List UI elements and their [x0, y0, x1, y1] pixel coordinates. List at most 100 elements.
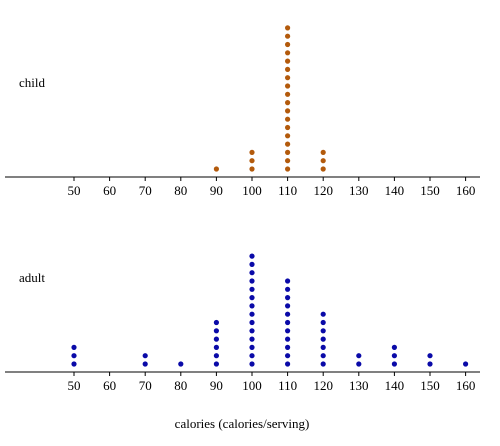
dot-adult-100-12 [249, 270, 255, 276]
dot-adult-120-2 [320, 353, 326, 359]
dot-child-110-9 [285, 100, 291, 106]
dot-adult-130-1 [356, 361, 362, 367]
dot-adult-110-4 [285, 336, 291, 342]
x-tick-label-child-150: 150 [420, 183, 440, 198]
dot-adult-100-2 [249, 353, 255, 359]
dot-adult-100-11 [249, 278, 255, 284]
dot-adult-160-1 [463, 361, 469, 367]
x-tick-label-child-70: 70 [139, 183, 152, 198]
dot-child-110-2 [285, 158, 291, 164]
dot-adult-100-10 [249, 286, 255, 292]
dot-adult-90-3 [213, 344, 219, 350]
x-tick-label-adult-130: 130 [349, 378, 369, 393]
dot-adult-100-1 [249, 361, 255, 367]
dot-adult-110-10 [285, 286, 291, 292]
dot-child-110-6 [285, 124, 291, 131]
dot-adult-100-4 [249, 336, 255, 342]
x-tick-label-adult-80: 80 [174, 378, 187, 393]
dot-child-110-18 [285, 25, 291, 31]
x-tick-label-child-130: 130 [349, 183, 369, 198]
x-tick-label-adult-60: 60 [103, 378, 116, 393]
panel-adult: adult 50 60 70 80 90 100 110 120 130 140 150 160 [5, 253, 480, 393]
dot-child-110-3 [285, 149, 291, 155]
dot-adult-90-4 [213, 336, 219, 342]
dot-adult-110-2 [285, 353, 291, 359]
dot-child-110-17 [285, 33, 291, 39]
dot-adult-90-1 [213, 361, 219, 367]
dot-adult-90-5 [213, 328, 219, 334]
panel-child: child 50 60 70 80 90 100 110 120 130 140 150 160 [5, 25, 480, 198]
dot-adult-120-6 [320, 319, 326, 326]
dot-adult-130-2 [356, 353, 362, 359]
dot-adult-120-7 [320, 311, 326, 317]
dot-adult-140-1 [391, 361, 397, 367]
dot-adult-140-3 [391, 344, 397, 350]
dot-adult-100-13 [249, 261, 255, 267]
panel-label-adult: adult [19, 270, 45, 285]
x-tick-label-adult-110: 110 [278, 378, 297, 393]
dot-adult-110-7 [285, 311, 291, 317]
dot-adult-120-1 [320, 361, 326, 367]
dot-child-120-1 [320, 166, 326, 172]
x-tick-label-adult-160: 160 [456, 378, 476, 393]
dot-adult-70-2 [142, 353, 148, 359]
x-tick-label-child-100: 100 [242, 183, 262, 198]
x-tick-label-child-50: 50 [68, 183, 81, 198]
dot-child-110-14 [285, 58, 291, 64]
dot-adult-120-4 [320, 336, 326, 342]
dot-child-100-2 [249, 158, 255, 164]
dot-adult-100-14 [249, 253, 255, 259]
dot-adult-110-11 [285, 278, 291, 284]
dot-child-120-3 [320, 149, 326, 155]
dot-child-110-4 [285, 141, 291, 147]
dot-adult-110-1 [285, 361, 291, 367]
dots-adult [71, 253, 469, 367]
x-tick-label-child-160: 160 [456, 183, 476, 198]
dot-child-110-7 [285, 116, 291, 122]
dot-adult-50-3 [71, 344, 77, 350]
x-tick-label-adult-90: 90 [210, 378, 223, 393]
dot-child-90-1 [213, 166, 219, 172]
x-ticks-adult: 50 60 70 80 90 100 110 120 130 140 150 160 [68, 372, 476, 393]
dot-adult-50-1 [71, 361, 77, 367]
dot-adult-150-2 [427, 353, 433, 359]
x-tick-label-child-80: 80 [174, 183, 187, 198]
x-ticks-child: 50 60 70 80 90 100 110 120 130 140 150 160 [68, 177, 476, 198]
x-tick-label-adult-70: 70 [139, 378, 152, 393]
x-tick-label-child-60: 60 [103, 183, 116, 198]
dot-adult-50-2 [71, 353, 77, 359]
x-tick-label-adult-150: 150 [420, 378, 440, 393]
dot-adult-100-8 [249, 303, 255, 309]
dot-adult-110-5 [285, 328, 291, 334]
x-tick-label-adult-120: 120 [313, 378, 333, 393]
x-tick-label-adult-140: 140 [385, 378, 405, 393]
dot-child-100-1 [249, 166, 255, 172]
x-axis-label: calories (calories/serving) [175, 416, 310, 431]
dot-adult-70-1 [142, 361, 148, 367]
dot-child-110-5 [285, 133, 291, 139]
dot-adult-90-6 [213, 319, 219, 326]
dot-child-110-11 [285, 83, 291, 89]
dot-child-110-12 [285, 75, 291, 81]
dot-adult-110-6 [285, 319, 291, 326]
panel-label-child: child [19, 75, 45, 90]
dot-adult-140-2 [391, 353, 397, 359]
x-tick-label-child-140: 140 [385, 183, 405, 198]
dot-adult-120-3 [320, 344, 326, 350]
dot-child-110-1 [285, 166, 291, 172]
dot-adult-110-9 [285, 295, 291, 301]
dot-adult-100-3 [249, 344, 255, 350]
dot-child-110-16 [285, 41, 291, 48]
dot-child-110-8 [285, 108, 291, 114]
dot-adult-100-7 [249, 311, 255, 317]
x-tick-label-child-110: 110 [278, 183, 297, 198]
dot-adult-100-5 [249, 328, 255, 334]
dots-child [213, 25, 326, 172]
x-tick-label-adult-100: 100 [242, 378, 262, 393]
dot-adult-80-1 [178, 361, 184, 367]
dot-adult-120-5 [320, 328, 326, 334]
dot-child-110-10 [285, 91, 291, 97]
dot-adult-100-6 [249, 319, 255, 326]
dot-child-120-2 [320, 158, 326, 164]
